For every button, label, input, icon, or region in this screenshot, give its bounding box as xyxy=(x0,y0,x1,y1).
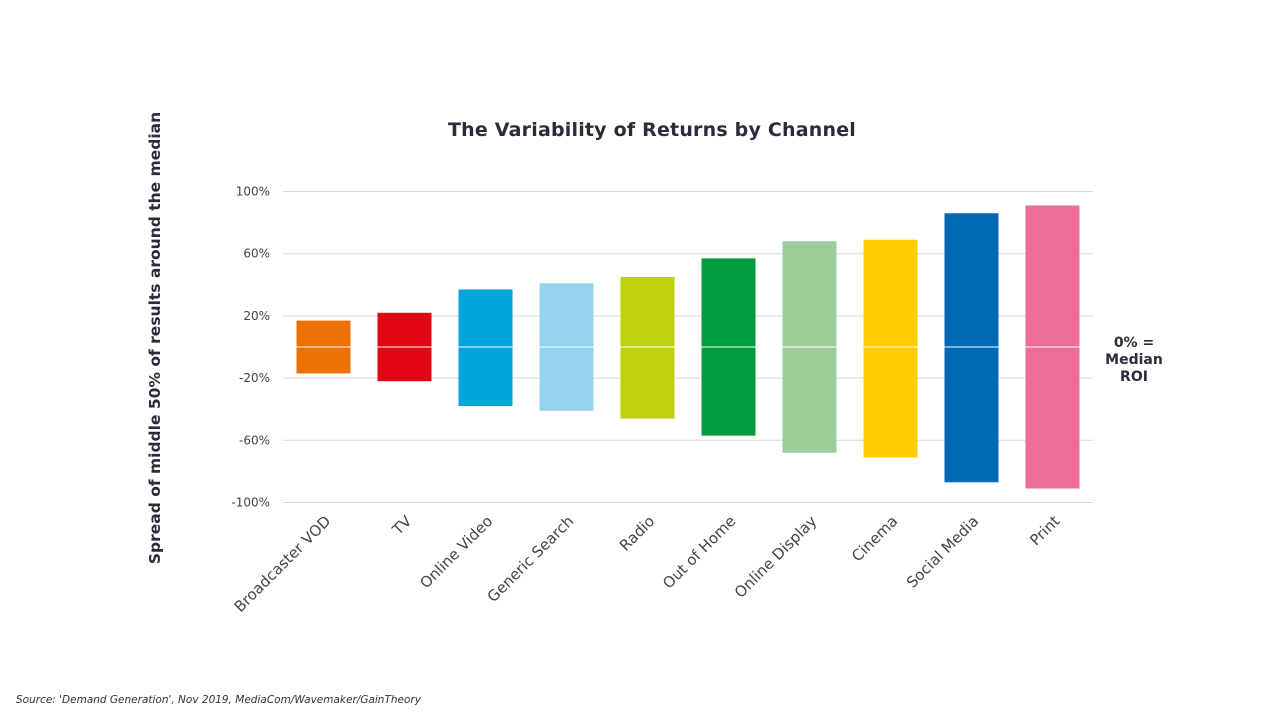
x-tick-label: Broadcaster VOD xyxy=(231,512,335,616)
bar-online-video xyxy=(458,289,513,407)
x-tick-label: Print xyxy=(1026,512,1063,549)
annotation-line-1: 0% = xyxy=(1113,335,1155,351)
annotation-line-2: Median xyxy=(1105,352,1163,368)
source-note: Source: 'Demand Generation', Nov 2019, M… xyxy=(16,694,421,706)
x-tick-label: Social Media xyxy=(903,512,982,591)
y-tick-label: -60% xyxy=(239,433,270,447)
bar-cinema xyxy=(863,239,918,458)
x-tick-label: Cinema xyxy=(848,512,901,565)
x-tick-label: Online Video xyxy=(416,512,496,592)
y-tick-label: -100% xyxy=(231,496,270,510)
bar-radio xyxy=(620,277,675,419)
x-tick-label: TV xyxy=(388,512,416,540)
bar-social-media xyxy=(944,213,999,483)
y-tick-label: 20% xyxy=(243,309,270,323)
y-tick-label: 100% xyxy=(236,185,270,199)
y-tick-label: 60% xyxy=(243,247,270,261)
x-tick-label: Radio xyxy=(616,512,659,555)
annotation-line-3: ROI xyxy=(1120,369,1148,385)
chart-title: The Variability of Returns by Channel xyxy=(447,119,857,141)
x-tick-label: Online Display xyxy=(731,512,820,601)
y-tick-label: -20% xyxy=(239,371,270,385)
median-annotation: 0% = Median ROI xyxy=(1098,335,1170,386)
x-tick-label: Out of Home xyxy=(659,512,739,592)
x-tick-label: Generic Search xyxy=(484,512,578,606)
